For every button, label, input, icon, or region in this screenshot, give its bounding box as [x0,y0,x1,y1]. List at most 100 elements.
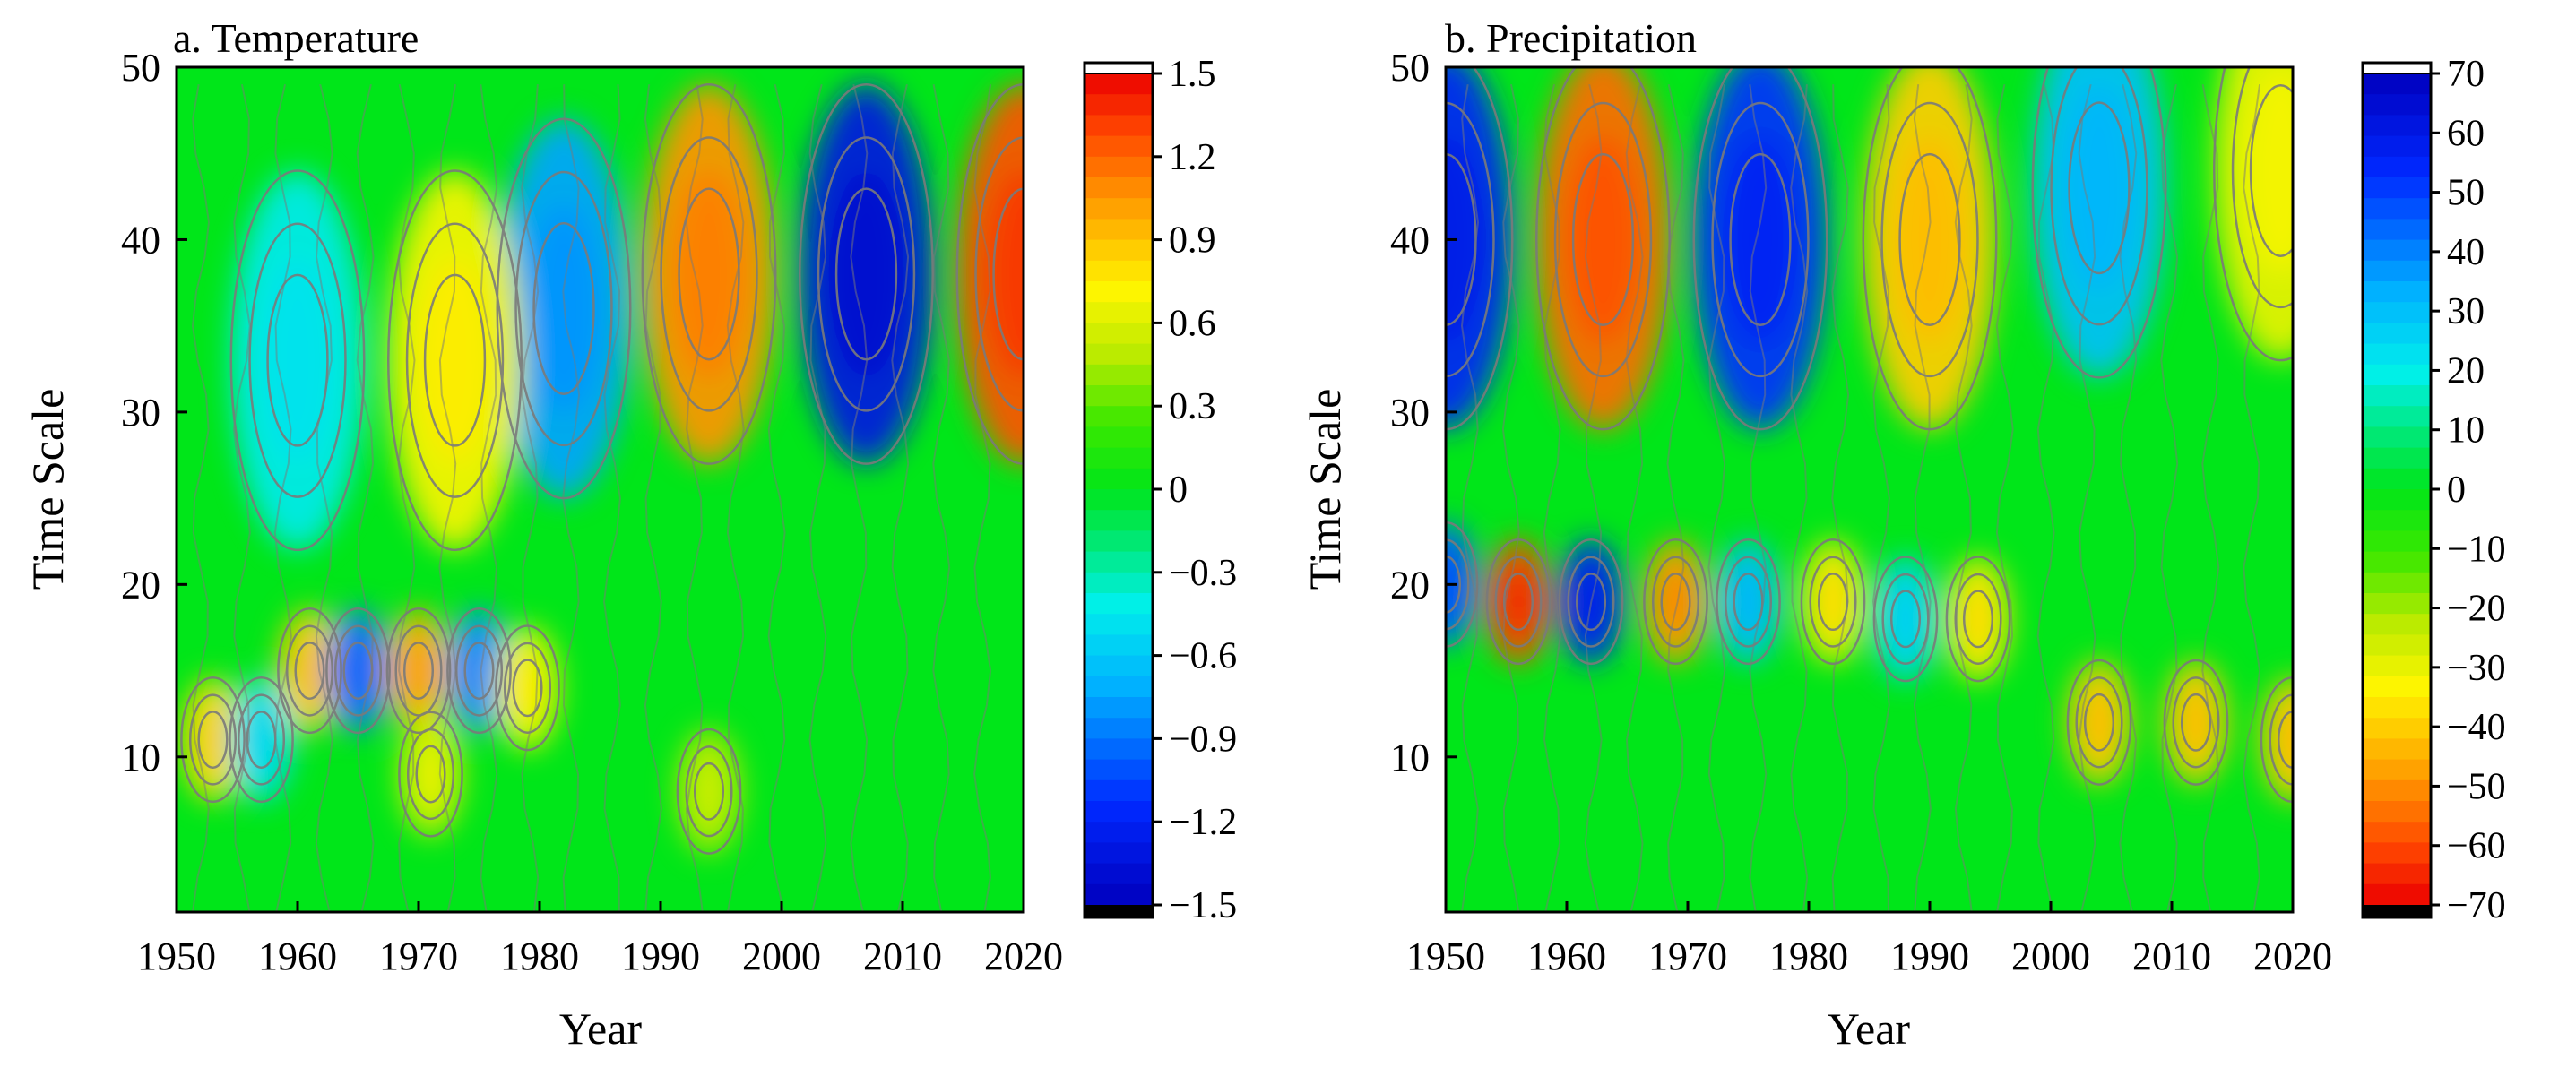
contour-line [817,136,916,412]
x-tick-label: 1990 [1890,934,1969,978]
contour-line [1995,83,2014,912]
contour-line [2078,83,2096,912]
contour-line [325,607,391,735]
contour-line [503,642,552,734]
colorbar-tick-label: 20 [2447,350,2485,392]
colorbar-swatch [1085,94,1153,116]
contour-line [415,745,446,804]
colorbar-swatch [2363,364,2431,386]
contour-line [1881,573,1930,665]
contour-line [232,83,251,912]
precipitation-x-axis-title: Year [1828,1003,1910,1054]
colorbar-swatch [2363,510,2431,532]
contour-line [834,187,898,361]
contour-line [685,745,733,838]
contour-line [660,136,758,412]
x-tick-label: 2010 [2132,934,2211,978]
colorbar-swatch [2363,655,2431,677]
contour-line [2269,693,2293,786]
contour-line [1575,573,1607,632]
heatmap-cell-core [244,705,279,774]
x-tick-label: 1970 [379,934,458,978]
colorbar-swatch [2363,156,2431,178]
contour-line [385,607,452,735]
contour-line [2050,67,2148,326]
x-tick-label: 2010 [863,934,942,978]
heatmap-cell-core [401,636,437,705]
colorbar-swatch [2363,343,2431,366]
colorbar-swatch [1085,572,1153,594]
colorbar-tick-label: 0.6 [1169,303,1216,344]
contour-line [1643,538,1708,666]
contour-line [1880,101,1979,378]
colorbar-swatch [2363,115,2431,137]
colorbar-swatch [2363,426,2431,449]
colorbar-swatch [2363,135,2431,158]
contour-line [2119,83,2138,912]
contour-line [685,84,704,912]
contour-line [1651,556,1700,648]
colorbar-swatch [1085,718,1153,740]
contour-line [496,117,632,500]
colorbar-swatch [1085,530,1153,553]
colorbar-swatch [1085,406,1153,428]
y-tick-label: 40 [121,218,160,262]
colorbar-swatch [1085,655,1153,677]
contour-line [1571,152,1635,326]
x-tick-label: 2020 [2253,934,2332,978]
colorbar-swatch [2363,697,2431,719]
contour-line [1711,101,1810,378]
x-tick-label: 1980 [1769,934,1848,978]
contour-line [1535,67,1671,431]
heatmap-cell-core [1573,567,1609,636]
colorbar-tick-label: −50 [2447,766,2506,807]
contour-line [1485,538,1552,666]
contour-line [1889,590,1922,649]
heatmap-cell-core [510,653,545,722]
contour-line [521,84,540,912]
colorbar-tick-label: −0.6 [1169,636,1237,677]
contour-line [423,273,487,447]
contour-line [2075,676,2123,769]
colorbar-swatch [2363,239,2431,262]
colorbar-swatch [1085,260,1153,282]
colorbar-swatch [2363,260,2431,282]
contour-line [406,728,455,821]
contour-line [891,83,910,912]
colorbar-swatch [2363,779,2431,802]
contour-line [356,83,375,912]
precipitation-panel: b. Precipitation 10 20 30 40 50 1950 1960 1970… [1300,15,2506,1054]
colorbar-tick-label: 70 [2447,54,2485,95]
contour-line [315,83,333,912]
colorbar-swatch [1085,779,1153,802]
colorbar-swatch [2363,219,2431,241]
colorbar-tick-label: 50 [2447,173,2485,214]
heatmap-cell-core [261,255,334,465]
colorbar-tick-label: 0.9 [1169,220,1216,262]
heatmap-cell-core [2081,688,2117,757]
colorbar-swatch [1085,634,1153,657]
colorbar-swatch [2363,738,2431,761]
contour-line [229,676,294,804]
colorbar-swatch [2363,198,2431,220]
colorbar-swatch [1085,468,1153,490]
contour-line [2243,84,2261,912]
contour-line [480,84,498,912]
contour-line [1666,83,1685,912]
colorbar-swatch [2363,842,2431,865]
colorbar-tick-label: 0.3 [1169,386,1216,427]
plot-frame [175,65,1025,914]
precipitation-title: b. Precipitation [1445,15,1697,61]
heatmap-cell-core [2275,705,2293,774]
colorbar-tick-label: −40 [2447,707,2506,748]
colorbar-cap-bottom [2363,905,2431,917]
temperature-x-axis: 1950 1960 1970 1980 1990 2000 2010 2020 [137,901,1063,978]
contour-line [2201,84,2220,912]
contour-line [974,136,1024,412]
contour-line [188,693,238,786]
contour-line [2180,693,2212,752]
contour-line [266,273,329,447]
y-tick-label: 20 [121,563,160,607]
heatmap-cell-core [829,169,903,379]
contour-line [1584,83,1603,912]
